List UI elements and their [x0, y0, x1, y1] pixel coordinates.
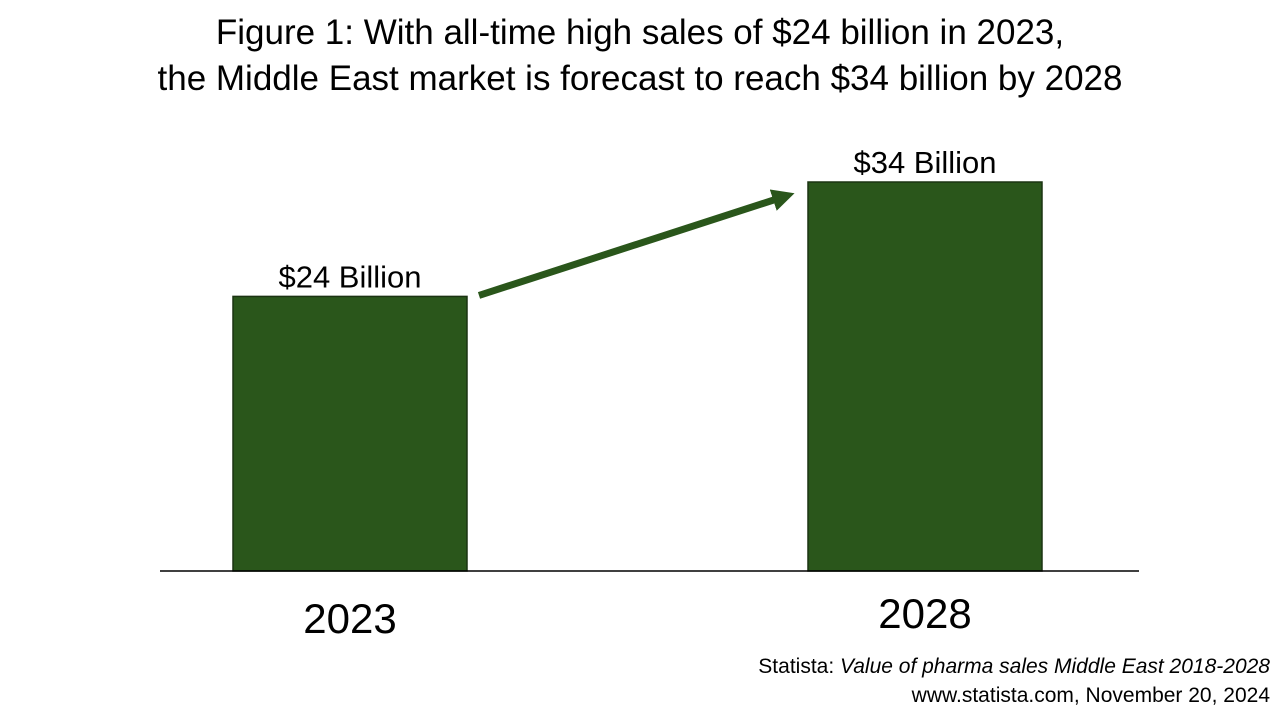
source-title: Value of pharma sales Middle East 2018-2… — [840, 655, 1270, 678]
data-label-2023: $24 Billion — [278, 259, 421, 294]
chart-title: Figure 1: With all-time high sales of $2… — [0, 10, 1280, 102]
x-tick-label-2028: 2028 — [878, 590, 971, 637]
source-line-2: www.statista.com, November 20, 2024 — [911, 684, 1270, 707]
source-note: Statista: Value of pharma sales Middle E… — [758, 652, 1270, 710]
data-label-2028: $34 Billion — [853, 145, 996, 180]
chart-title-line-2: the Middle East market is forecast to re… — [157, 59, 1123, 98]
source-prefix: Statista: — [758, 655, 840, 678]
chart-title-line-1: Figure 1: With all-time high sales of $2… — [215, 13, 1065, 52]
x-tick-label-2023: 2023 — [303, 595, 396, 642]
bar-2023 — [232, 295, 468, 572]
bar-2028 — [807, 181, 1043, 572]
source-line-1: Statista: Value of pharma sales Middle E… — [758, 652, 1270, 681]
growth-arrow — [477, 189, 795, 299]
